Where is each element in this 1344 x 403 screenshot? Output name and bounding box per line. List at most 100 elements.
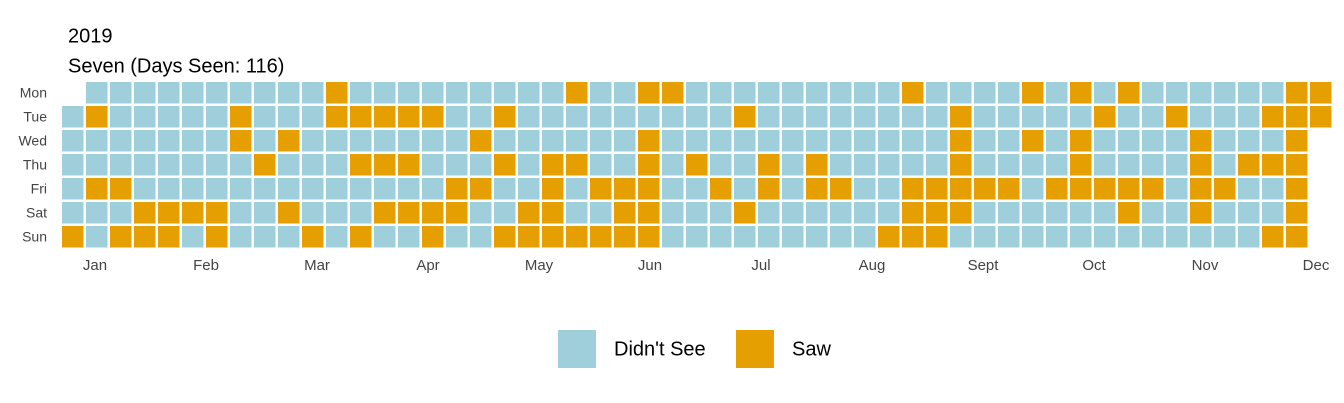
day-cell — [206, 154, 228, 176]
day-cell — [950, 130, 972, 152]
day-cell — [854, 106, 876, 128]
day-cell — [782, 226, 804, 248]
day-cell — [446, 178, 468, 200]
day-cell — [566, 202, 588, 224]
day-cell — [1310, 106, 1332, 128]
month-label: Dec — [1303, 257, 1330, 274]
day-cell — [206, 82, 228, 104]
day-cell — [710, 130, 732, 152]
day-cell — [446, 226, 468, 248]
day-cell — [470, 130, 492, 152]
day-cell — [278, 82, 300, 104]
day-cell — [422, 226, 444, 248]
day-cell — [470, 202, 492, 224]
day-cell — [998, 202, 1020, 224]
day-cell — [110, 202, 132, 224]
day-cell — [1214, 202, 1236, 224]
day-cell — [974, 178, 996, 200]
day-cell — [1046, 202, 1068, 224]
day-cell — [1118, 226, 1140, 248]
day-cell — [302, 226, 324, 248]
day-cell — [974, 226, 996, 248]
day-cell — [1238, 154, 1260, 176]
day-cell — [494, 226, 516, 248]
day-cell — [1046, 226, 1068, 248]
day-cell — [134, 202, 156, 224]
day-cell — [854, 82, 876, 104]
day-cell — [686, 82, 708, 104]
day-cell — [878, 226, 900, 248]
day-cell — [974, 106, 996, 128]
day-cell — [1286, 178, 1308, 200]
day-cell — [734, 130, 756, 152]
day-cell — [902, 202, 924, 224]
day-cell — [1022, 202, 1044, 224]
day-cell — [446, 202, 468, 224]
day-cell — [1070, 106, 1092, 128]
day-cell — [518, 178, 540, 200]
day-cell — [134, 226, 156, 248]
day-cell — [1214, 178, 1236, 200]
day-cell — [1190, 106, 1212, 128]
day-cell — [566, 226, 588, 248]
day-cell — [1094, 130, 1116, 152]
day-cell — [158, 226, 180, 248]
day-cell — [86, 202, 108, 224]
day-cell — [638, 178, 660, 200]
day-cell — [902, 82, 924, 104]
month-label: Nov — [1192, 257, 1219, 274]
day-cell — [182, 130, 204, 152]
day-cell — [686, 178, 708, 200]
day-cell — [254, 154, 276, 176]
day-cell — [614, 106, 636, 128]
day-cell — [806, 202, 828, 224]
day-cell — [446, 154, 468, 176]
day-cell — [1118, 178, 1140, 200]
day-cell — [110, 178, 132, 200]
day-cell — [1166, 82, 1188, 104]
day-cell — [1142, 106, 1164, 128]
day-cell — [590, 178, 612, 200]
day-cell — [1214, 82, 1236, 104]
day-cell — [758, 130, 780, 152]
day-cell — [1046, 106, 1068, 128]
day-cell — [182, 226, 204, 248]
day-cell — [1262, 202, 1284, 224]
month-label: Jun — [638, 257, 662, 274]
day-cell — [1022, 178, 1044, 200]
day-cell — [878, 82, 900, 104]
day-cell — [1022, 130, 1044, 152]
day-cell — [1238, 202, 1260, 224]
day-cell — [1070, 202, 1092, 224]
day-cell — [1022, 226, 1044, 248]
day-cell — [830, 154, 852, 176]
day-cell — [638, 130, 660, 152]
day-cell — [542, 178, 564, 200]
day-cell — [590, 106, 612, 128]
day-cell — [806, 178, 828, 200]
day-cell — [230, 82, 252, 104]
day-cell — [110, 106, 132, 128]
day-cell — [302, 106, 324, 128]
day-cell — [614, 82, 636, 104]
day-cell — [542, 154, 564, 176]
day-cell — [398, 130, 420, 152]
day-cell — [902, 130, 924, 152]
day-cell — [734, 202, 756, 224]
day-cell — [1022, 154, 1044, 176]
day-cell — [734, 106, 756, 128]
day-cell — [806, 106, 828, 128]
day-cell — [638, 202, 660, 224]
day-cell — [1262, 226, 1284, 248]
day-cell — [854, 154, 876, 176]
day-cell — [374, 82, 396, 104]
day-cell — [1118, 202, 1140, 224]
day-cell — [494, 154, 516, 176]
day-cell — [614, 178, 636, 200]
day-cell — [422, 154, 444, 176]
day-cell — [662, 106, 684, 128]
day-cell — [110, 154, 132, 176]
day-cell — [926, 226, 948, 248]
day-cell — [374, 178, 396, 200]
day-cell — [398, 178, 420, 200]
